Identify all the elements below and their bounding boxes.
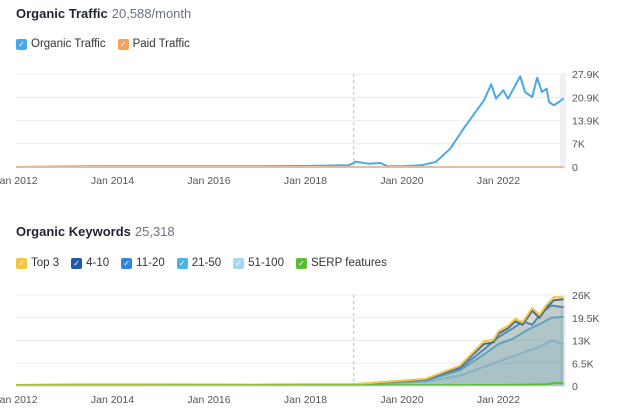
organic-traffic-chart[interactable]: 27.9K 20.9K 13.9K 7K 0 Jan 2012 Jan 2014 Jan 20…	[0, 66, 624, 196]
checkbox-icon[interactable]: ✓	[295, 257, 307, 269]
keywords-legend: ✓ Top 3 ✓ 4-10 ✓ 11-20 ✓ 21-50 ✓ 51-100 …	[16, 257, 387, 269]
checkbox-icon[interactable]: ✓	[121, 257, 133, 269]
y-tick-label: 20.9K	[572, 92, 599, 104]
checkbox-icon[interactable]: ✓	[71, 257, 83, 269]
x-tick-label: Jan 2018	[284, 175, 327, 187]
legend-51-100[interactable]: ✓ 51-100	[233, 257, 284, 269]
organic-keywords-chart[interactable]: 26K 19.5K 13K 6.5K 0 Jan 2012 Jan 2014 Jan 2016…	[0, 287, 624, 413]
keywords-title: Organic Keywords	[16, 224, 131, 239]
projection-strip	[560, 295, 566, 386]
y-tick-label: 0	[572, 381, 578, 393]
organic-traffic-panel: Organic Traffic 20,588/month ✓ Organic Tr…	[0, 0, 624, 200]
x-tick-label: Jan 2020	[380, 175, 423, 187]
y-tick-label: 7K	[572, 139, 585, 151]
traffic-legend: ✓ Organic Traffic ✓ Paid Traffic	[16, 38, 190, 50]
series-line-organic-traffic	[15, 75, 565, 168]
legend-label: Top 3	[31, 257, 60, 269]
legend-label: 51-100	[248, 257, 284, 269]
checkbox-icon[interactable]: ✓	[117, 38, 129, 50]
series-area-top-3	[16, 297, 564, 386]
checkbox-icon[interactable]: ✓	[233, 257, 245, 269]
series-area-11-20	[16, 305, 564, 386]
legend-label: 21-50	[191, 257, 222, 269]
traffic-value: 20,588/month	[111, 6, 192, 21]
series-line-top-3	[15, 296, 564, 386]
legend-label: Organic Traffic	[31, 38, 106, 50]
x-tick-label: Jan 2016	[187, 175, 230, 187]
y-tick-label: 13.9K	[572, 116, 599, 128]
x-tick-label: Jan 2014	[91, 175, 134, 187]
legend-label: 4-10	[86, 257, 110, 269]
x-tick-label: Jan 2012	[0, 394, 38, 406]
x-tick-label: Jan 2012	[0, 175, 38, 187]
x-tick-label: Jan 2022	[477, 175, 520, 187]
checkbox-icon[interactable]: ✓	[176, 257, 188, 269]
series-line-serp-features	[15, 381, 564, 387]
y-tick-label: 26K	[572, 290, 591, 302]
x-tick-label: Jan 2020	[380, 394, 423, 406]
traffic-heading: Organic Traffic 20,588/month	[16, 6, 191, 21]
y-tick-label: 27.9K	[572, 69, 599, 81]
series-area-21-50	[16, 316, 564, 386]
y-tick-label: 19.5K	[572, 313, 599, 325]
series-area-4-10	[16, 299, 564, 386]
x-tick-label: Jan 2022	[477, 394, 520, 406]
checkbox-icon[interactable]: ✓	[16, 257, 27, 269]
keywords-value: 25,318	[134, 224, 175, 239]
series-area-51-100	[16, 340, 564, 386]
organic-keywords-panel: Organic Keywords 25,318 ✓ Top 3 ✓ 4-10 ✓ …	[0, 215, 624, 414]
legend-label: Paid Traffic	[132, 38, 190, 50]
y-tick-label: 6.5K	[572, 358, 594, 370]
legend-label: SERP features	[310, 257, 387, 269]
y-tick-label: 13K	[572, 336, 591, 348]
x-tick-label: Jan 2016	[187, 394, 230, 406]
legend-label: 11-20	[136, 257, 165, 269]
legend-11-20[interactable]: ✓ 11-20	[121, 257, 165, 269]
legend-top-3[interactable]: ✓ Top 3	[16, 257, 59, 269]
x-tick-label: Jan 2014	[91, 394, 134, 406]
legend-paid-traffic[interactable]: ✓ Paid Traffic	[117, 38, 190, 50]
y-tick-label: 0	[572, 162, 578, 174]
projection-strip	[560, 74, 566, 167]
legend-serp-features[interactable]: ✓ SERP features	[295, 257, 387, 269]
checkbox-icon[interactable]: ✓	[16, 38, 27, 50]
legend-4-10[interactable]: ✓ 4-10	[71, 257, 109, 269]
legend-organic-traffic[interactable]: ✓ Organic Traffic	[16, 38, 106, 50]
legend-21-50[interactable]: ✓ 21-50	[176, 257, 222, 269]
keywords-heading: Organic Keywords 25,318	[16, 224, 175, 239]
traffic-title: Organic Traffic	[16, 6, 108, 21]
x-tick-label: Jan 2018	[284, 394, 327, 406]
